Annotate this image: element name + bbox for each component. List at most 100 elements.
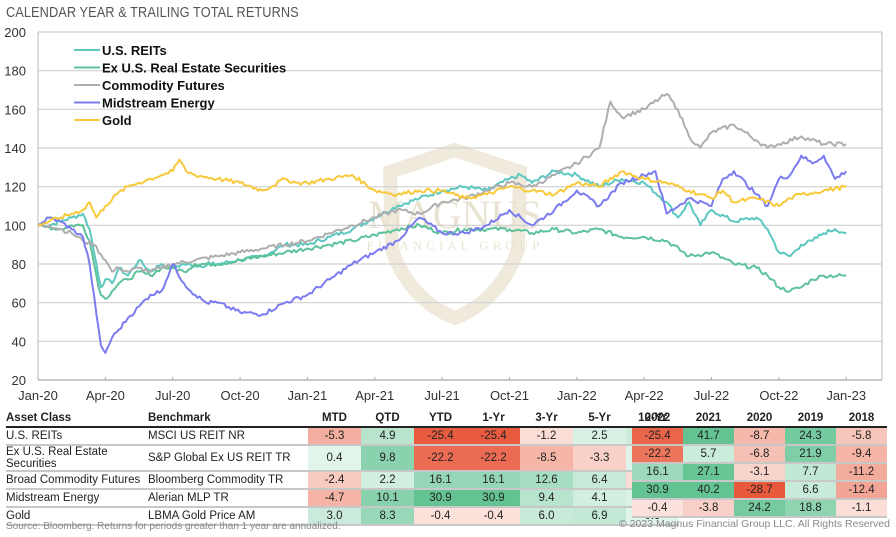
asset-class-cell: U.S. REITs xyxy=(6,427,148,446)
column-header: QTD xyxy=(361,410,414,428)
return-cell: 16.1 xyxy=(414,471,467,490)
return-cell: -25.4 xyxy=(414,427,467,446)
x-tick-label: Jan-22 xyxy=(557,388,597,403)
x-tick-label: Apr-22 xyxy=(625,388,664,403)
return-cell: -0.4 xyxy=(414,507,467,526)
chart-title: CALENDAR YEAR & TRAILING TOTAL RETURNS xyxy=(6,4,299,21)
column-header: YTD xyxy=(414,410,467,428)
return-cell: 8.3 xyxy=(361,507,414,526)
asset-class-cell: Ex U.S. Real Estate Securities xyxy=(6,445,148,472)
y-tick-label: 100 xyxy=(4,218,26,233)
table-row: Ex U.S. Real Estate Securities S&P Global… xyxy=(6,445,679,472)
return-cell: 4.1 xyxy=(573,489,626,508)
return-cell: 9.4 xyxy=(520,489,573,508)
return-cell: -1.1 xyxy=(836,499,887,518)
table-row: -22.2 5.7 -6.8 21.9 -9.4 xyxy=(632,445,887,464)
line-chart: MAGNUS FINANCIAL GROUP 20406080100120140… xyxy=(4,25,883,403)
x-tick-label: Oct-22 xyxy=(759,388,798,403)
x-tick-label: Jul-22 xyxy=(694,388,729,403)
column-header: MTD xyxy=(308,410,361,428)
y-tick-label: 40 xyxy=(12,334,26,349)
return-cell: -3.8 xyxy=(683,499,734,518)
column-header: 1-Yr xyxy=(467,410,520,428)
legend-label: Midstream Energy xyxy=(102,96,215,111)
x-tick-label: Apr-20 xyxy=(86,388,125,403)
column-header: 2021 xyxy=(683,410,734,428)
column-header: 2018 xyxy=(836,410,887,428)
return-cell: -8.5 xyxy=(520,445,573,472)
return-cell: -11.2 xyxy=(836,463,887,482)
source-note: Source: Bloomberg. Returns for periods g… xyxy=(6,521,341,532)
return-cell: 9.8 xyxy=(361,445,414,472)
column-header: 2022 xyxy=(632,410,683,428)
return-cell: 24.3 xyxy=(785,427,836,446)
copyright-note: © 2023 Magnus Financial Group LLC. All R… xyxy=(619,518,890,530)
x-tick-label: Jan-20 xyxy=(18,388,58,403)
y-tick-label: 200 xyxy=(4,25,26,40)
calendar-returns-table: 2022 2021 2020 2019 2018 -25.4 41.7 -8.7 24.3 -5… xyxy=(632,410,887,518)
return-cell: -6.8 xyxy=(734,445,785,464)
return-cell: -12.4 xyxy=(836,481,887,500)
benchmark-cell: Alerian MLP TR xyxy=(148,489,308,508)
return-cell: 0.4 xyxy=(308,445,361,472)
table-row: Midstream Energy Alerian MLP TR -4.7 10.1 30… xyxy=(6,489,679,508)
column-header: Benchmark xyxy=(148,410,308,428)
return-cell: -25.4 xyxy=(632,427,683,446)
return-cell: -28.7 xyxy=(734,481,785,500)
return-cell: -22.2 xyxy=(414,445,467,472)
y-tick-label: 120 xyxy=(4,180,26,195)
return-cell: 7.7 xyxy=(785,463,836,482)
return-cell: 12.6 xyxy=(520,471,573,490)
return-cell: 16.1 xyxy=(467,471,520,490)
return-cell: -3.3 xyxy=(573,445,626,472)
column-header: 3-Yr xyxy=(520,410,573,428)
asset-class-cell: Gold xyxy=(6,507,148,526)
benchmark-cell: Bloomberg Commodity TR xyxy=(148,471,308,490)
return-cell: 21.9 xyxy=(785,445,836,464)
return-cell: 18.8 xyxy=(785,499,836,518)
return-cell: 24.2 xyxy=(734,499,785,518)
y-tick-label: 160 xyxy=(4,102,26,117)
return-cell: 27.1 xyxy=(683,463,734,482)
return-cell: -25.4 xyxy=(467,427,520,446)
legend-label: Ex U.S. Real Estate Securities xyxy=(102,61,286,76)
return-cell: -1.2 xyxy=(520,427,573,446)
y-tick-label: 80 xyxy=(12,257,26,272)
return-cell: -9.4 xyxy=(836,445,887,464)
legend-label: U.S. REITs xyxy=(102,43,167,58)
return-cell: 30.9 xyxy=(414,489,467,508)
return-cell: 6.4 xyxy=(573,471,626,490)
return-cell: 2.5 xyxy=(573,427,626,446)
benchmark-cell: LBMA Gold Price AM xyxy=(148,507,308,526)
y-tick-label: 60 xyxy=(12,296,26,311)
return-cell: -22.2 xyxy=(467,445,520,472)
asset-class-cell: Broad Commodity Futures xyxy=(6,471,148,490)
return-cell: 6.9 xyxy=(573,507,626,526)
column-header: 5-Yr xyxy=(573,410,626,428)
return-cell: 40.2 xyxy=(683,481,734,500)
return-cell: 4.9 xyxy=(361,427,414,446)
return-cell: 6.6 xyxy=(785,481,836,500)
return-cell: 30.9 xyxy=(632,481,683,500)
series-line-midstream-energy xyxy=(37,154,848,354)
return-cell: -2.4 xyxy=(308,471,361,490)
x-tick-label: Oct-20 xyxy=(221,388,260,403)
table-row: Gold LBMA Gold Price AM 3.0 8.3 -0.4 -0.4 6.0 6… xyxy=(6,507,679,526)
return-cell: -5.8 xyxy=(836,427,887,446)
return-cell: 6.0 xyxy=(520,507,573,526)
return-cell: -3.1 xyxy=(734,463,785,482)
table-row: U.S. REITs MSCI US REIT NR -5.3 4.9 -25.4 -25… xyxy=(6,427,679,446)
y-tick-label: 140 xyxy=(4,141,26,156)
table-row: -25.4 41.7 -8.7 24.3 -5.8 xyxy=(632,427,887,446)
x-tick-label: Jul-21 xyxy=(424,388,459,403)
table-row: Broad Commodity Futures Bloomberg Commodi… xyxy=(6,471,679,490)
return-cell: 41.7 xyxy=(683,427,734,446)
trailing-returns-table: Asset Class Benchmark MTD QTD YTD 1-Yr 3-Yr 5-Y… xyxy=(6,410,679,526)
y-tick-label: 180 xyxy=(4,64,26,79)
legend-label: Gold xyxy=(102,113,132,128)
table-row: 16.1 27.1 -3.1 7.7 -11.2 xyxy=(632,463,887,482)
x-tick-label: Apr-21 xyxy=(355,388,394,403)
return-cell: 3.0 xyxy=(308,507,361,526)
return-cell: 5.7 xyxy=(683,445,734,464)
return-cell: 2.2 xyxy=(361,471,414,490)
